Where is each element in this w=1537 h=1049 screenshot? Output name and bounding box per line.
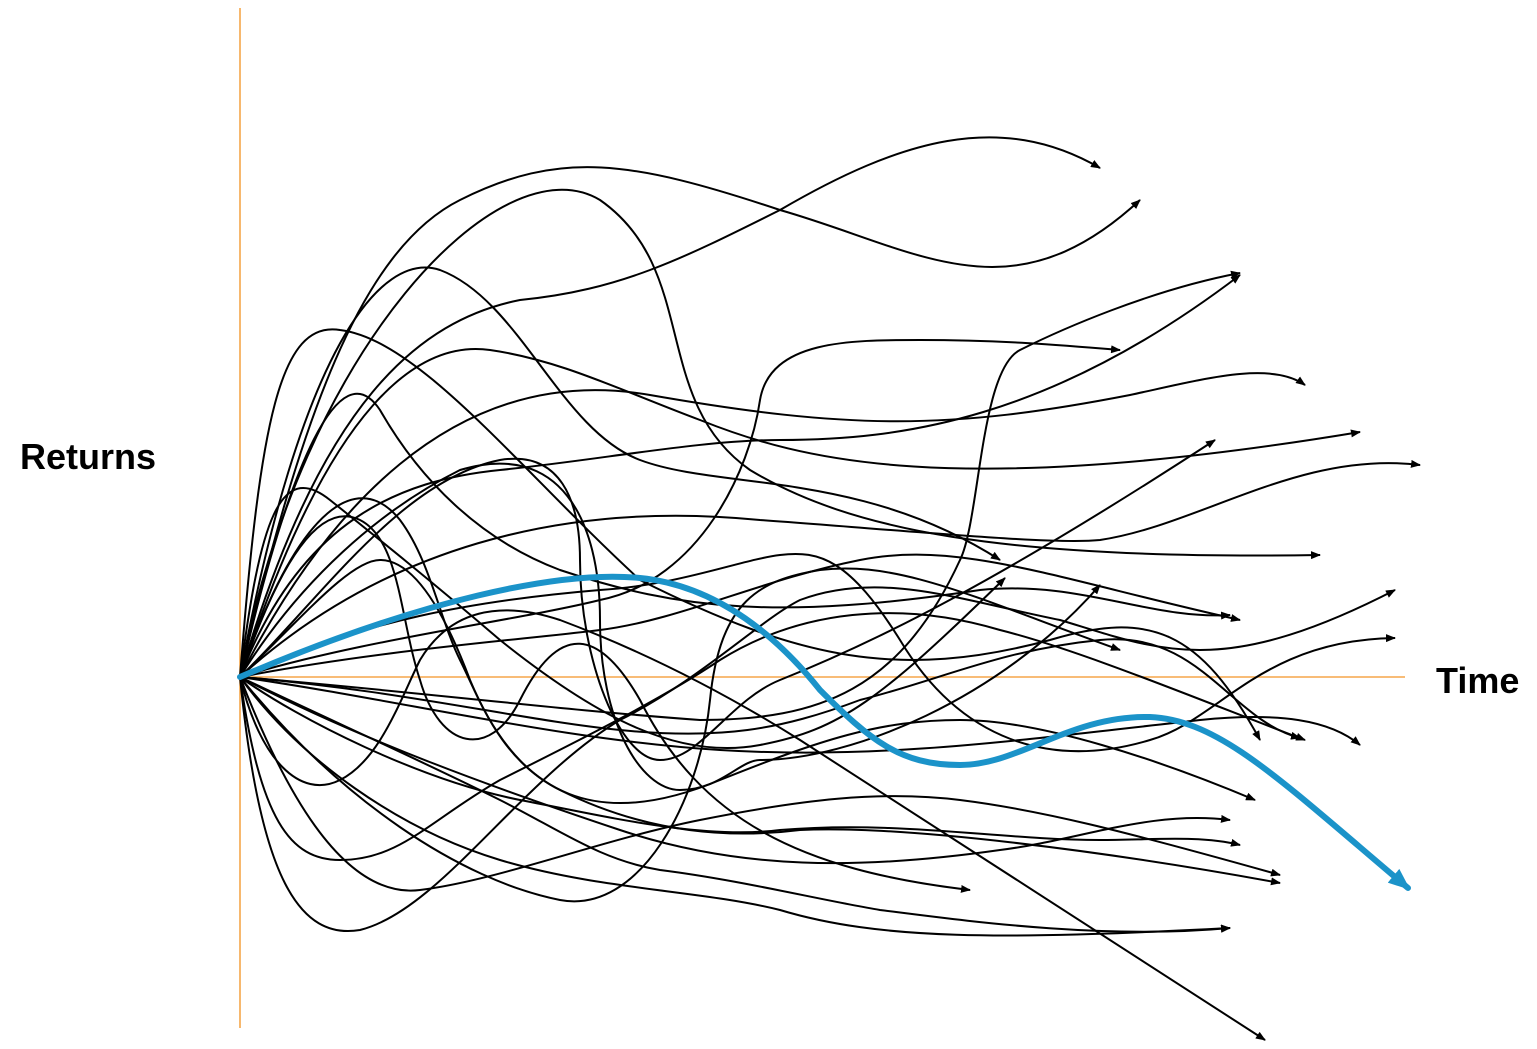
path-22	[239, 676, 1241, 847]
path-4	[239, 328, 1261, 741]
path-10	[239, 487, 1006, 749]
path-1	[239, 166, 1141, 678]
path-28	[239, 567, 1121, 903]
path-9	[239, 392, 1231, 678]
path-8	[239, 266, 1001, 678]
path-31	[239, 676, 1361, 754]
path-6	[239, 372, 1306, 678]
path-15	[239, 338, 1121, 678]
path-29	[239, 676, 1231, 865]
path-26	[239, 676, 1231, 937]
random-paths	[239, 136, 1421, 1041]
x-axis-label: Time	[1436, 660, 1520, 701]
path-21	[239, 515, 971, 893]
path-27	[239, 676, 1281, 892]
path-11	[239, 462, 1101, 792]
highlighted-path	[237, 573, 1411, 891]
path-16	[239, 553, 1241, 678]
path-2	[239, 136, 1101, 678]
path-25	[239, 586, 1396, 932]
path-7	[239, 348, 1361, 678]
path-13	[239, 459, 1421, 678]
path-12	[239, 439, 1216, 762]
path-18	[239, 638, 1301, 740]
path-19	[239, 558, 1256, 805]
path-30	[239, 676, 1231, 933]
y-axis-label: Returns	[20, 436, 157, 477]
path-17	[239, 270, 1241, 722]
